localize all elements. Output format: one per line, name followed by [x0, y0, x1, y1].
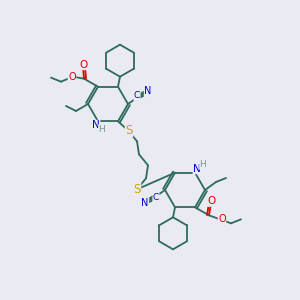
Text: C: C — [134, 92, 140, 100]
Text: O: O — [68, 72, 76, 82]
Text: O: O — [207, 196, 215, 206]
Text: O: O — [79, 60, 87, 70]
Text: S: S — [125, 124, 133, 137]
Text: N: N — [193, 164, 201, 174]
Text: O: O — [218, 214, 226, 224]
Text: N: N — [144, 86, 152, 96]
Text: H: H — [99, 125, 105, 134]
Text: N: N — [141, 198, 149, 208]
Text: S: S — [133, 183, 141, 196]
Text: N: N — [92, 120, 100, 130]
Text: H: H — [200, 160, 206, 169]
Text: C: C — [153, 194, 159, 202]
